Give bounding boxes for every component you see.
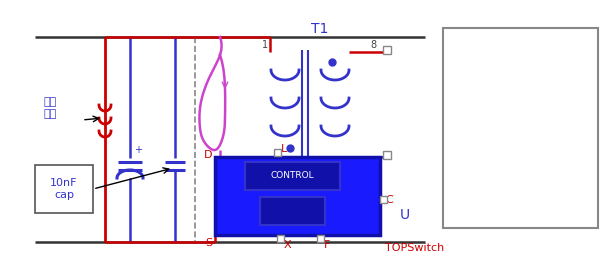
- Text: +: +: [134, 145, 142, 155]
- Text: S: S: [205, 238, 212, 248]
- Bar: [245, 162, 340, 190]
- Text: X: X: [284, 240, 291, 250]
- Bar: [383, 46, 391, 54]
- Bar: [215, 157, 380, 235]
- Text: T1: T1: [311, 22, 329, 36]
- Text: F: F: [324, 240, 331, 250]
- Text: TOPSwitch: TOPSwitch: [385, 243, 444, 253]
- Text: 1: 1: [262, 40, 268, 50]
- Bar: [317, 235, 324, 242]
- Bar: [380, 196, 387, 203]
- Text: C: C: [385, 195, 392, 205]
- Text: D: D: [204, 150, 212, 160]
- Text: L: L: [281, 144, 287, 154]
- Bar: [443, 28, 598, 228]
- Bar: [260, 197, 325, 225]
- Text: 等效
电感: 等效 电感: [43, 97, 56, 119]
- Text: 4: 4: [262, 157, 268, 167]
- Text: U: U: [400, 208, 410, 222]
- Text: 10nF
cap: 10nF cap: [50, 178, 78, 200]
- Text: 5: 5: [370, 157, 376, 167]
- Bar: [383, 151, 391, 159]
- Text: CONTROL: CONTROL: [270, 172, 314, 181]
- Bar: [35, 165, 93, 213]
- Bar: [274, 149, 281, 156]
- Text: 8: 8: [370, 40, 376, 50]
- Bar: [277, 235, 284, 242]
